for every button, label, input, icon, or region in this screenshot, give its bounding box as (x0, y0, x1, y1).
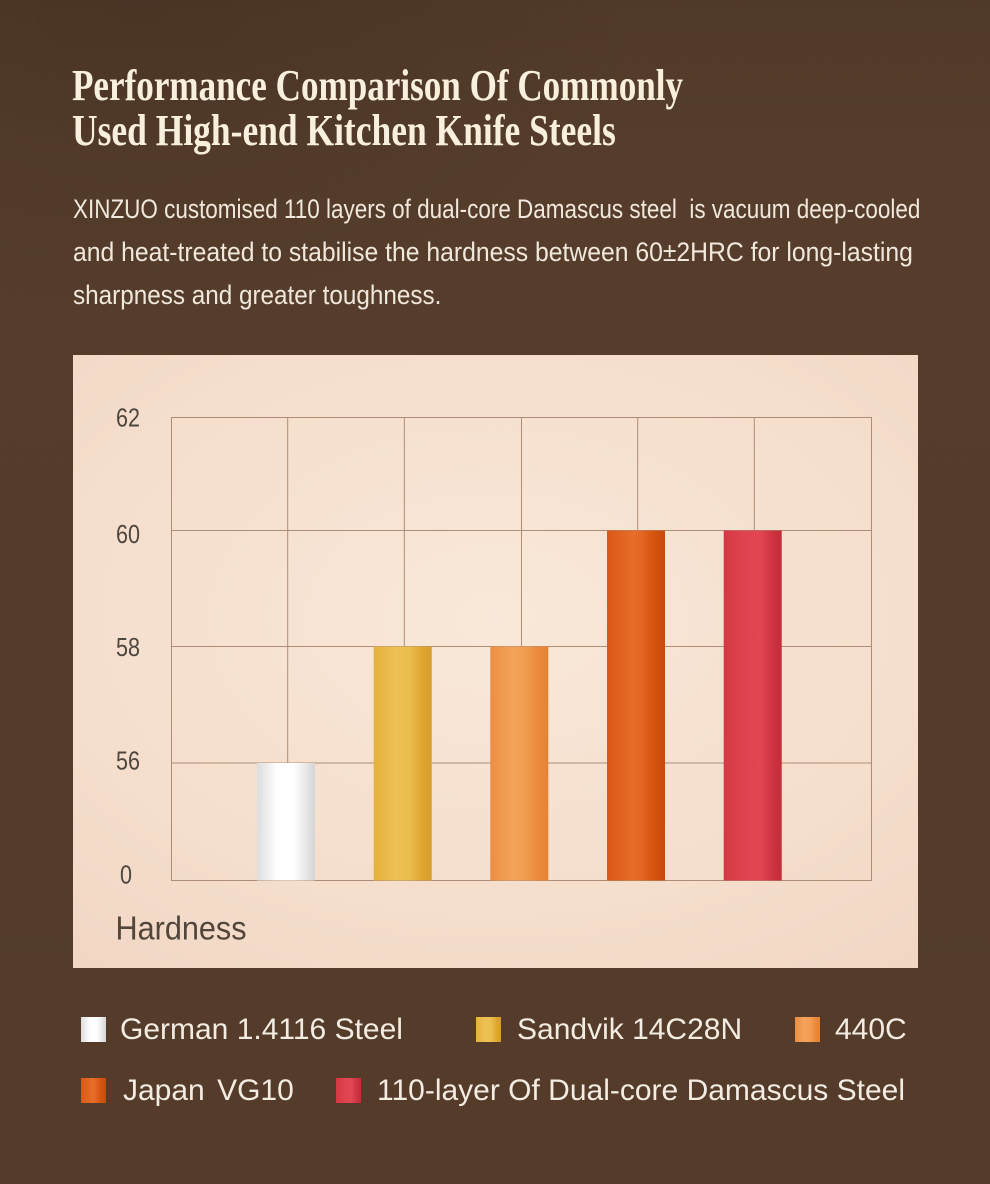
svg-text:58: 58 (116, 632, 140, 662)
svg-text:62: 62 (116, 403, 140, 433)
svg-text:0: 0 (120, 860, 132, 890)
svg-text:60: 60 (116, 519, 140, 549)
svg-text:56: 56 (116, 746, 140, 776)
svg-text:Hardness: Hardness (116, 910, 247, 947)
